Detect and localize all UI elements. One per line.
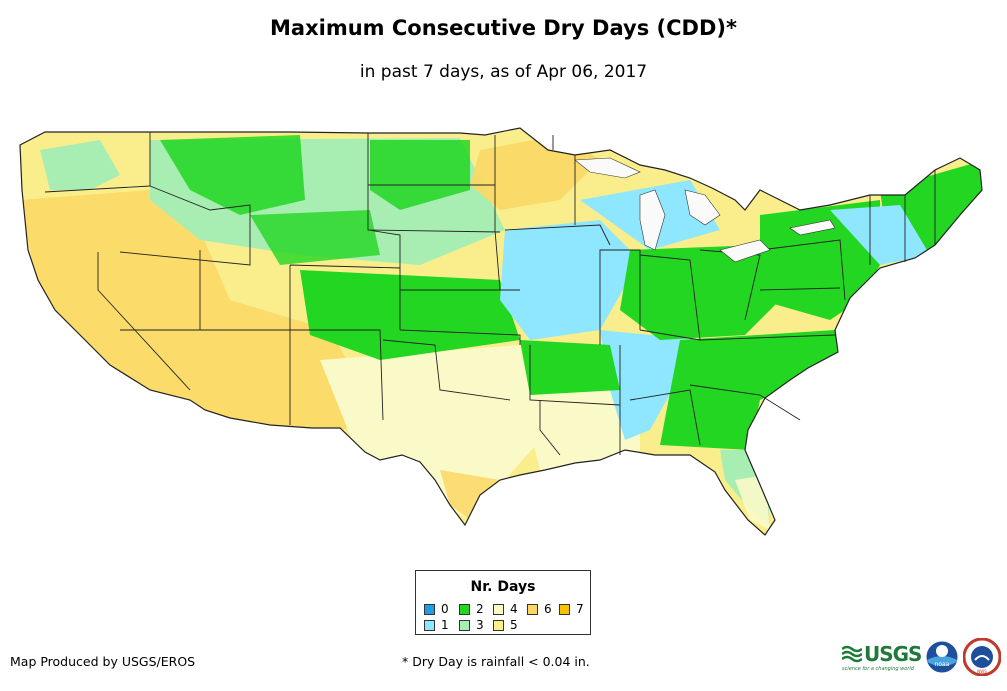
legend-swatch-2 [459,603,470,615]
legend: Nr. Days 0 1 2 3 4 5 6 7 [415,570,591,635]
great-lakes [574,157,836,263]
legend-item-0: 0 [424,602,449,616]
nws-logo-text: NWS [977,669,987,674]
legend-item-4: 4 [493,602,518,616]
legend-swatch-4 [493,603,504,615]
map-subtitle: in past 7 days, as of Apr 06, 2017 [359,62,648,82]
noaa-logo-text: noaa [935,661,950,668]
legend-label-7: 7 [576,602,584,616]
legend-item-1: 1 [424,618,449,632]
legend-swatch-5 [493,619,504,631]
legend-label-5: 5 [510,618,518,632]
legend-label-4: 4 [510,602,518,616]
legend-label-0: 0 [441,602,449,616]
usgs-logo: USGS [842,642,922,666]
map-credit: Map Produced by USGS/EROS [10,654,196,669]
legend-item-7: 7 [559,602,584,616]
legend-item-2: 2 [459,602,484,616]
noaa-logo: noaa [925,640,959,674]
cdd-raster [20,128,982,535]
usgs-wave-icon [842,645,862,663]
legend-swatch-7 [559,603,570,615]
legend-label-2: 2 [476,602,484,616]
usgs-logo-text: USGS [864,642,922,666]
legend-item-5: 5 [493,618,518,632]
legend-item-3: 3 [459,618,484,632]
legend-swatch-6 [527,603,538,615]
map-title: Maximum Consecutive Dry Days (CDD)* [270,16,737,40]
nws-logo: NWS [963,638,1001,676]
us-cdd-map [19,127,983,536]
legend-label-3: 3 [476,618,484,632]
state-boundaries [44,132,936,456]
legend-title: Nr. Days [470,579,536,595]
legend-label-1: 1 [441,618,449,632]
legend-swatch-1 [424,619,435,631]
dry-day-footnote: * Dry Day is rainfall < 0.04 in. [402,654,590,669]
legend-swatch-0 [424,603,435,615]
legend-item-6: 6 [527,602,552,616]
legend-label-6: 6 [544,602,552,616]
legend-swatch-3 [459,619,470,631]
agency-logos: USGS science for a changing world noaa N… [842,638,1002,682]
usgs-tagline: science for a changing world [842,666,914,672]
